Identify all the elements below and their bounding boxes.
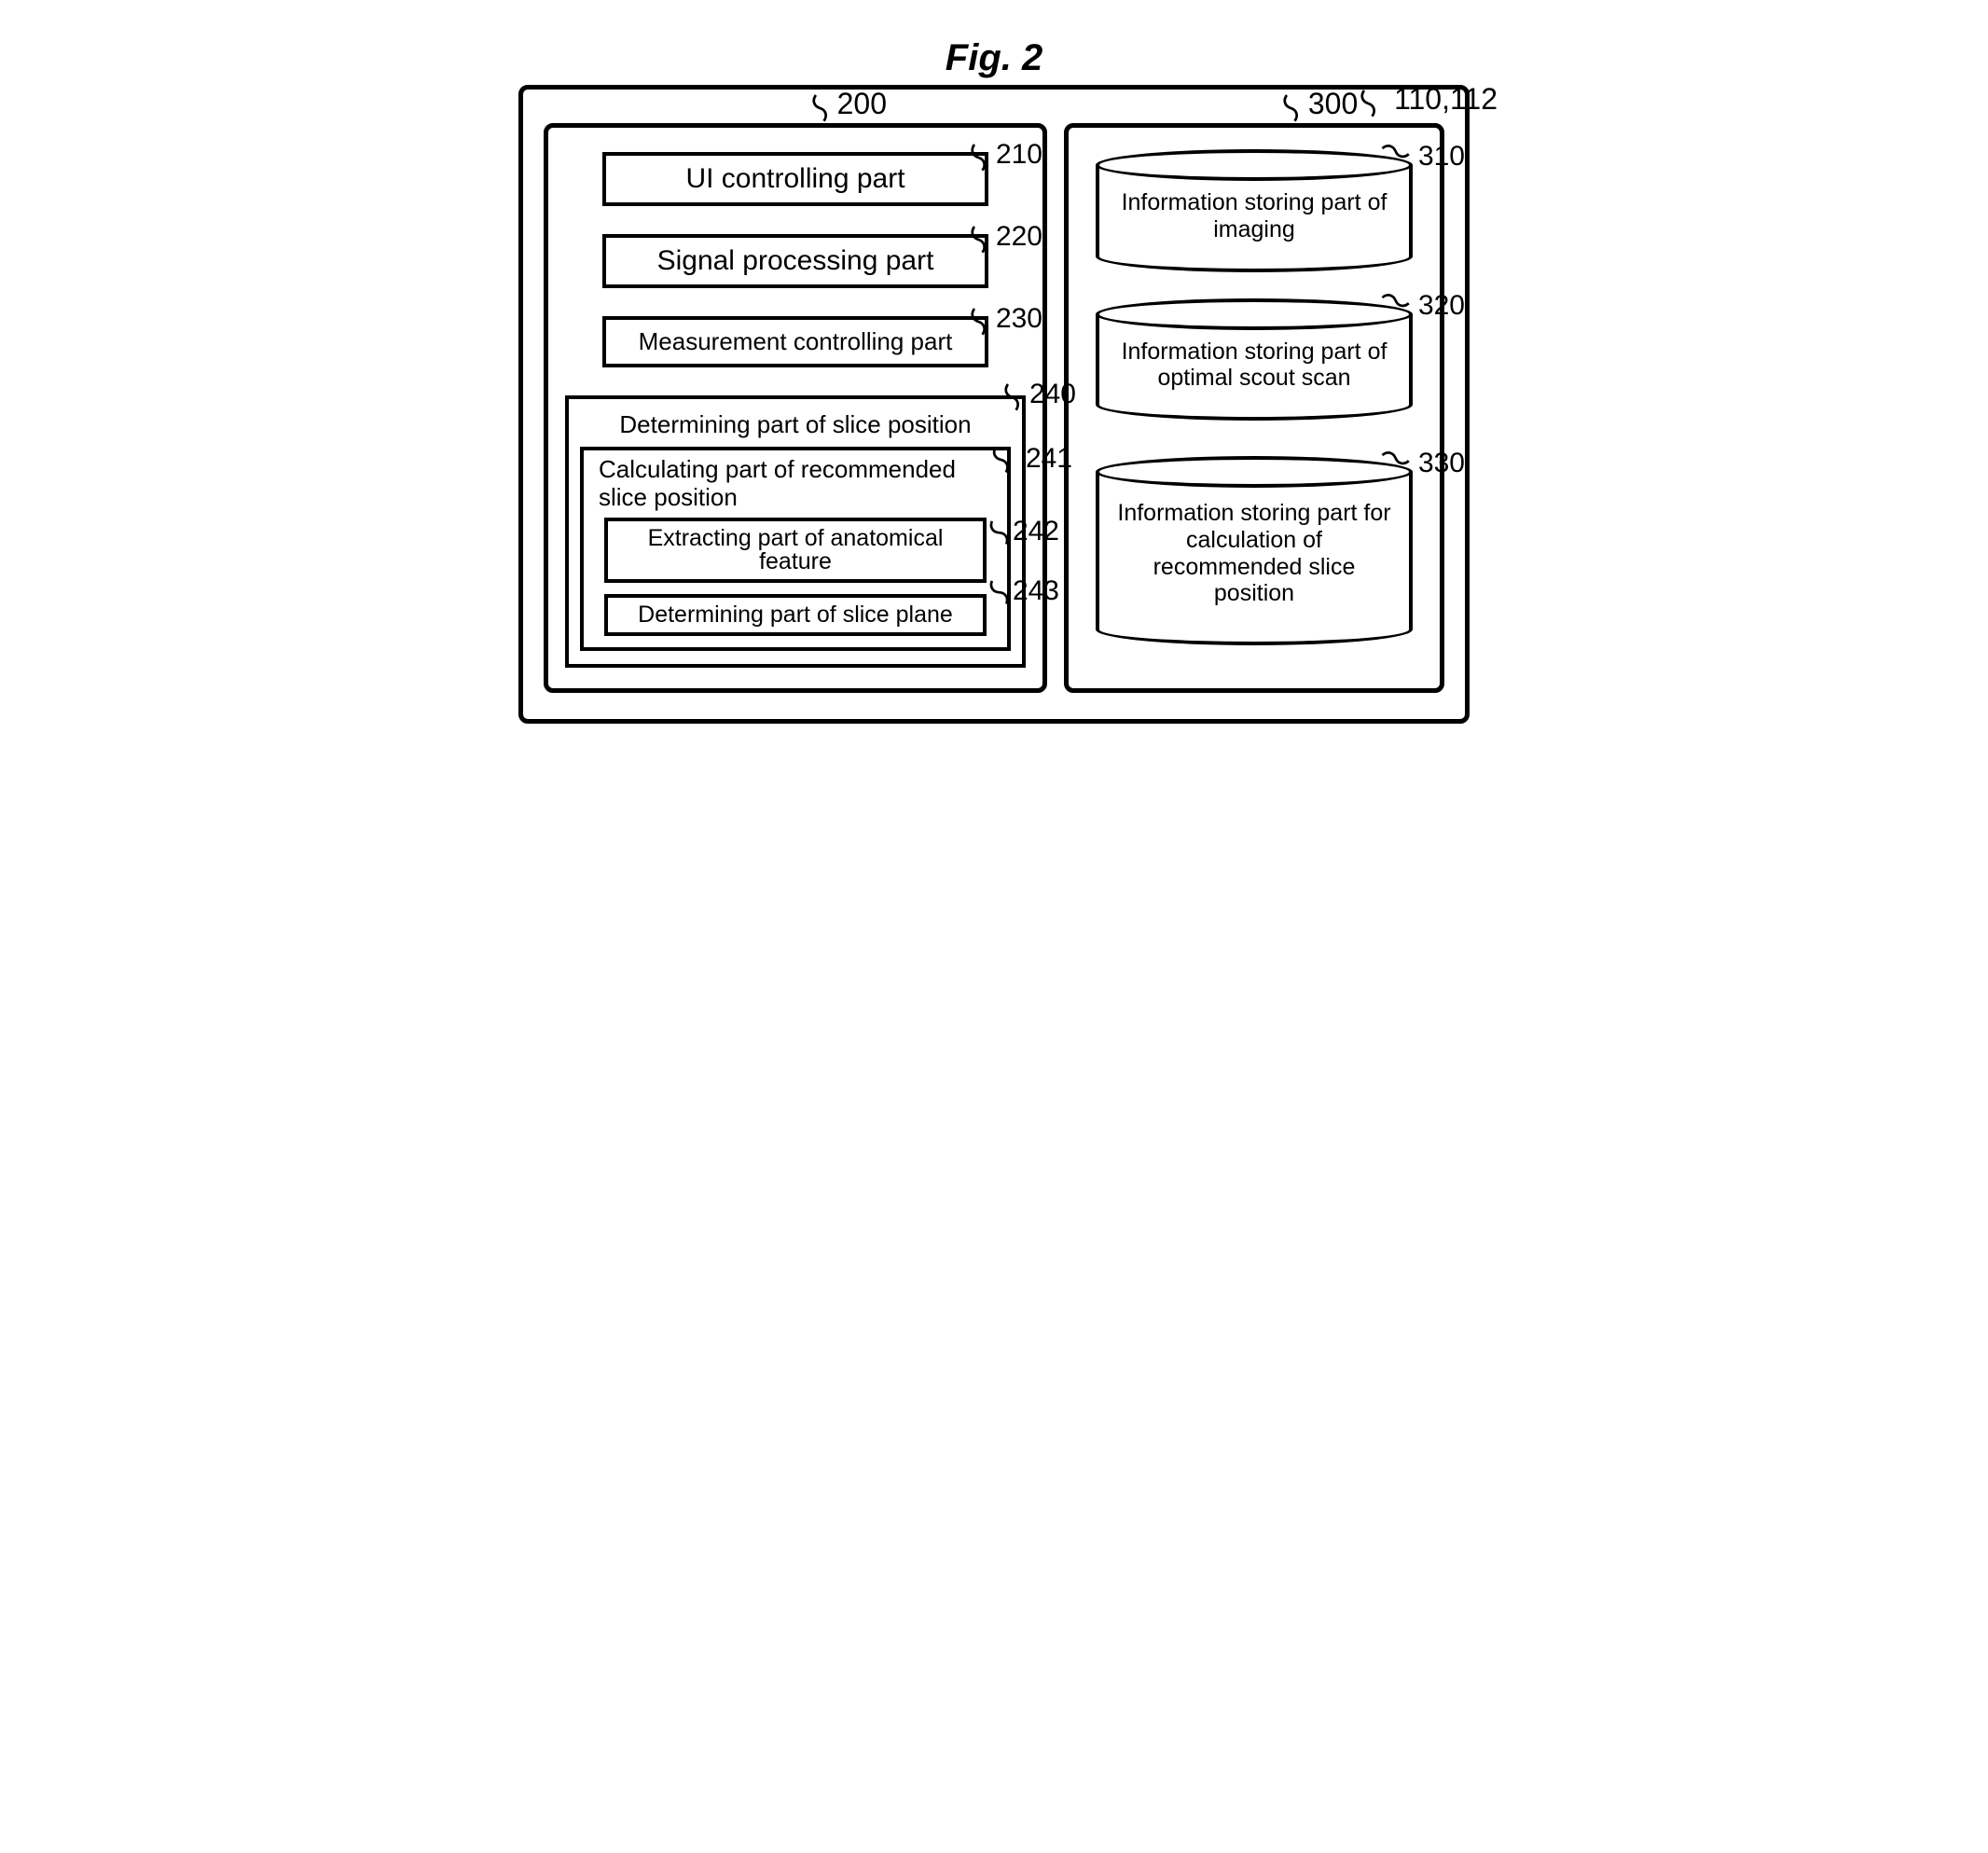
cylinder-top [1096, 149, 1413, 181]
leader-squiggle-icon: 〜 [959, 217, 1001, 259]
ref-300: 〜300 [1277, 87, 1358, 123]
cylinder-320: Information storing part of optimal scou… [1096, 314, 1413, 406]
cylinder-330: Information storing part for calculation… [1096, 472, 1413, 629]
cylinder-top [1096, 298, 1413, 330]
cylinder-330-label: Information storing part for calculation… [1096, 472, 1413, 629]
figure-title: Fig. 2 [518, 37, 1470, 79]
leader-squiggle-icon: 〜 [1271, 86, 1313, 128]
leader-squiggle-icon: 〜 [959, 299, 1001, 341]
ref-310-text: 310 [1418, 141, 1465, 172]
leader-squiggle-icon: 〜 [800, 86, 842, 128]
ref-241: 〜 241 [987, 443, 1072, 475]
left-column-200: 〜200 UI controlling part 〜210 Signal pro… [544, 123, 1047, 693]
cylinder-310: Information storing part of imaging 〜 31… [1096, 165, 1413, 256]
ref-220: 〜220 [964, 221, 1042, 255]
outer-box: 〜200 UI controlling part 〜210 Signal pro… [518, 85, 1470, 724]
ref-243: 〜243 [985, 575, 1059, 607]
ref-300-text: 300 [1308, 87, 1358, 120]
block-240: 〜240 Determining part of slice position … [565, 395, 1026, 668]
block-242-label: Extracting part of anatomical feature [648, 525, 944, 574]
block-210-label: UI controlling part [685, 163, 904, 194]
block-230: Measurement controlling part 〜230 [602, 316, 988, 367]
ref-200-text: 200 [837, 87, 887, 120]
leader-squiggle-icon: 〜 [980, 437, 1023, 480]
block-220: Signal processing part 〜220 [602, 234, 988, 288]
block-210: UI controlling part 〜210 [602, 152, 988, 206]
block-240-label: Determining part of slice position [580, 410, 1011, 439]
figure-container: Fig. 2 〜 110,112 〜200 UI controlling par… [518, 37, 1470, 724]
ref-220-text: 220 [996, 221, 1042, 252]
leader-squiggle-icon: 〜 [959, 135, 1001, 177]
right-column-300: 〜300 Information storing part of imaging… [1064, 123, 1444, 693]
block-243-label: Determining part of slice plane [638, 602, 953, 628]
ref-230-text: 230 [996, 303, 1042, 334]
leader-squiggle-icon: 〜 [992, 375, 1034, 417]
ref-200: 〜200 [806, 87, 887, 123]
ref-320-text: 320 [1418, 290, 1465, 321]
ref-242-text: 242 [1013, 516, 1059, 546]
block-241: 〜 241 Calculating part of recommended sl… [580, 447, 1011, 651]
ref-210: 〜210 [964, 139, 1042, 173]
block-243: Determining part of slice plane 〜243 [604, 594, 987, 636]
block-220-label: Signal processing part [657, 245, 934, 276]
ref-242: 〜242 [985, 516, 1059, 547]
block-242: Extracting part of anatomical feature 〜2… [604, 518, 987, 583]
cylinder-top [1096, 456, 1413, 488]
ref-210-text: 210 [996, 139, 1042, 170]
ref-330-text: 330 [1418, 448, 1465, 478]
block-230-label: Measurement controlling part [639, 327, 953, 355]
ref-243-text: 243 [1013, 575, 1059, 606]
ref-230: 〜230 [964, 303, 1042, 337]
block-241-label: Calculating part of recommended slice po… [599, 456, 994, 512]
